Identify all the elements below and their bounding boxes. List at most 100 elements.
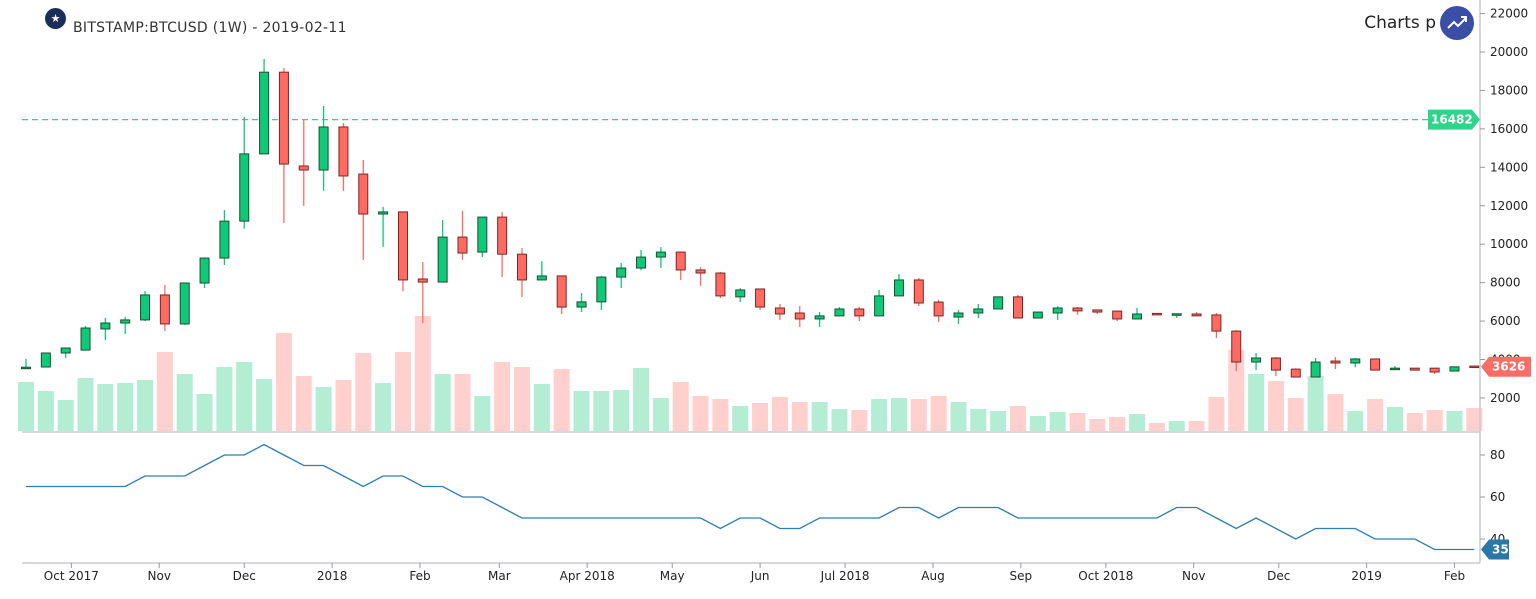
- candle-body: [556, 275, 567, 308]
- candle-body: [576, 301, 587, 308]
- reference-price-label: 16482: [1431, 113, 1473, 127]
- candle-body: [636, 256, 647, 269]
- candle-body: [953, 312, 964, 318]
- candle: [1132, 308, 1143, 320]
- candle: [774, 303, 785, 320]
- candle: [40, 352, 51, 368]
- last-price-badge: 3626: [1481, 356, 1531, 377]
- time-tick-label: Nov: [148, 569, 171, 583]
- volume-bar: [295, 376, 312, 431]
- candle: [278, 67, 289, 224]
- candle: [1231, 330, 1242, 372]
- volume-bar: [414, 316, 431, 431]
- candle-body: [973, 308, 984, 314]
- candle: [675, 251, 686, 280]
- candle: [338, 123, 349, 191]
- volume-bar: [811, 402, 828, 431]
- candle: [199, 257, 210, 289]
- candle: [953, 309, 964, 324]
- candle-body: [1270, 357, 1281, 371]
- candle: [1211, 313, 1222, 338]
- candle: [100, 318, 111, 341]
- candle-body: [715, 272, 726, 297]
- candle-body: [1469, 365, 1480, 369]
- volume-bar: [1109, 417, 1126, 431]
- volume-bar: [1168, 421, 1185, 431]
- candle: [1409, 367, 1420, 371]
- volume-bar: [77, 378, 94, 431]
- candle-body: [675, 251, 686, 271]
- volume-bar: [1446, 411, 1463, 431]
- candle: [239, 116, 250, 229]
- candle: [1072, 307, 1083, 315]
- time-tick-label: Dec: [233, 569, 256, 583]
- candle: [1112, 310, 1123, 322]
- time-tick-label: 2019: [1351, 569, 1382, 583]
- candle-body: [437, 236, 448, 283]
- candle: [695, 267, 706, 286]
- candle-body: [913, 279, 924, 304]
- candle-body: [1191, 313, 1202, 317]
- candle: [1290, 368, 1301, 378]
- volume-bar: [454, 374, 471, 431]
- candle-body: [755, 288, 766, 308]
- last-price-label: 3626: [1492, 360, 1525, 374]
- candle: [596, 275, 607, 310]
- volume-bar: [1426, 410, 1443, 431]
- candle: [140, 291, 151, 322]
- volume-bar: [1267, 381, 1284, 431]
- candle-body: [1449, 366, 1460, 372]
- candle-body: [854, 308, 865, 317]
- candle-body: [358, 173, 369, 215]
- volume-bar: [1386, 407, 1403, 431]
- volume-bar: [1228, 350, 1245, 431]
- candle: [397, 211, 408, 292]
- indicator-value-label: 35: [1492, 543, 1509, 557]
- candle: [1389, 366, 1400, 371]
- candle-body: [993, 296, 1004, 310]
- price-tick-label: 6000: [1490, 314, 1521, 328]
- candle-body: [1132, 313, 1143, 320]
- volume-bar: [652, 398, 669, 431]
- volume-bar: [613, 390, 630, 431]
- time-tick-label: Dec: [1267, 569, 1290, 583]
- time-tick-label: Jul 2018: [820, 569, 870, 583]
- candle: [874, 289, 885, 317]
- volume-bar: [1406, 413, 1423, 431]
- candle-body: [536, 275, 547, 281]
- volume-bars: [18, 316, 1483, 431]
- volume-bar: [851, 410, 868, 431]
- candles: [21, 58, 1480, 378]
- volume-bar: [315, 387, 332, 431]
- volume-bar: [1188, 421, 1205, 431]
- time-tick-label: Oct 2017: [44, 569, 99, 583]
- candle-body: [1211, 314, 1222, 332]
- candle: [973, 303, 984, 319]
- trending-up-icon[interactable]: [1440, 6, 1474, 40]
- volume-bar: [712, 399, 729, 431]
- volume-bar: [1129, 414, 1146, 431]
- time-tick-label: Feb: [409, 569, 430, 583]
- volume-bar: [1148, 423, 1165, 431]
- volume-bar: [573, 391, 590, 431]
- candle-body: [1350, 358, 1361, 364]
- volume-bar: [990, 411, 1007, 431]
- candle-body: [318, 126, 329, 171]
- candle-body: [378, 211, 389, 215]
- candle-body: [120, 319, 131, 324]
- candle-body: [1290, 368, 1301, 378]
- star-badge-icon: ★: [45, 8, 66, 29]
- indicator-tick-label: 80: [1490, 448, 1505, 462]
- candle: [1151, 312, 1162, 316]
- volume-bar: [474, 396, 491, 431]
- candle: [576, 293, 587, 313]
- volume-bar: [57, 400, 74, 431]
- candle: [1310, 357, 1321, 378]
- volume-bar: [18, 382, 34, 431]
- volume-bar: [1347, 411, 1364, 431]
- volume-bar: [494, 362, 511, 431]
- candle-body: [774, 307, 785, 315]
- candle: [219, 209, 230, 265]
- candle-body: [596, 276, 607, 303]
